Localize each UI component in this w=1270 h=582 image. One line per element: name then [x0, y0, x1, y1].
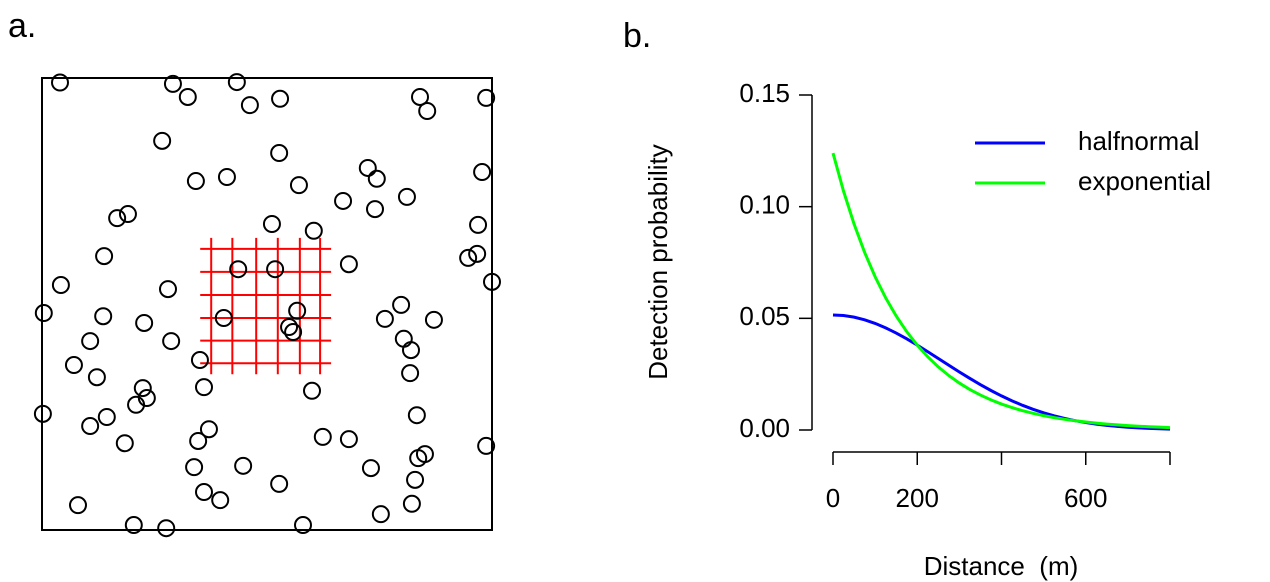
y-tick-label: 0.05 — [739, 301, 790, 331]
point — [394, 329, 413, 348]
point — [473, 163, 492, 182]
point — [135, 313, 154, 332]
point — [402, 494, 421, 513]
point — [415, 445, 434, 464]
point — [418, 101, 437, 120]
point — [392, 295, 411, 314]
point — [375, 309, 394, 328]
point — [411, 87, 429, 106]
point — [33, 404, 52, 423]
point — [69, 496, 87, 515]
point — [280, 318, 299, 337]
point — [108, 209, 127, 228]
point — [240, 96, 259, 115]
point — [477, 88, 496, 107]
x-tick-label: 200 — [896, 483, 939, 513]
legend-label: exponential — [1078, 166, 1211, 196]
point — [195, 483, 213, 502]
plot-box — [41, 77, 493, 531]
point — [266, 260, 285, 279]
point — [227, 73, 246, 92]
point — [195, 378, 213, 397]
point — [271, 89, 290, 108]
point — [51, 276, 70, 295]
point — [234, 456, 253, 475]
point — [87, 368, 106, 387]
point — [406, 470, 425, 489]
point — [211, 491, 230, 510]
point — [270, 144, 289, 163]
point — [81, 332, 100, 351]
point — [115, 434, 134, 453]
point — [199, 420, 218, 439]
point — [468, 244, 487, 263]
point — [229, 260, 248, 279]
y-tick-label: 0.15 — [739, 78, 790, 108]
point — [407, 406, 426, 425]
point — [157, 519, 176, 538]
point — [95, 247, 114, 266]
point — [270, 474, 289, 493]
point — [133, 379, 152, 398]
point — [294, 516, 312, 535]
line-series — [832, 313, 1171, 431]
point — [288, 301, 307, 320]
point — [366, 200, 384, 219]
panel-label: a. — [8, 7, 36, 45]
point — [190, 351, 209, 370]
point — [163, 74, 182, 93]
point — [334, 191, 353, 210]
point — [303, 381, 321, 400]
point — [469, 215, 488, 234]
legend-label: halfnormal — [1078, 126, 1199, 156]
point — [424, 310, 443, 329]
point — [162, 332, 181, 351]
x-axis-label: Distance (m) — [924, 551, 1079, 581]
y-tick-label: 0.00 — [739, 413, 790, 443]
panel-label: b. — [623, 17, 651, 55]
point — [367, 169, 386, 188]
point — [397, 187, 416, 206]
point — [459, 248, 478, 267]
point — [262, 214, 281, 233]
point — [64, 356, 83, 375]
point — [186, 172, 205, 191]
point — [304, 221, 323, 240]
point — [402, 341, 420, 360]
point — [127, 395, 146, 414]
point — [361, 459, 380, 478]
line-series — [831, 152, 1171, 430]
point — [401, 364, 420, 383]
point — [358, 158, 377, 177]
point — [51, 73, 69, 92]
point — [339, 430, 358, 449]
point — [153, 131, 172, 150]
point — [185, 458, 204, 477]
point — [371, 505, 390, 524]
x-tick-label: 0 — [826, 483, 840, 513]
point — [477, 436, 496, 455]
point — [483, 272, 501, 291]
y-tick-label: 0.10 — [739, 190, 790, 220]
x-tick-label: 600 — [1064, 483, 1107, 513]
point — [124, 516, 143, 535]
point — [339, 255, 358, 274]
point — [313, 427, 332, 446]
point — [214, 309, 233, 328]
point — [34, 304, 53, 323]
point — [289, 176, 308, 195]
point — [97, 408, 116, 426]
point — [81, 417, 100, 436]
point — [159, 280, 177, 299]
point — [217, 167, 236, 186]
point — [178, 87, 197, 106]
y-axis-label: Detection probability — [643, 144, 673, 380]
point — [118, 205, 137, 224]
point — [94, 307, 113, 326]
point — [189, 431, 208, 450]
point — [284, 323, 303, 342]
